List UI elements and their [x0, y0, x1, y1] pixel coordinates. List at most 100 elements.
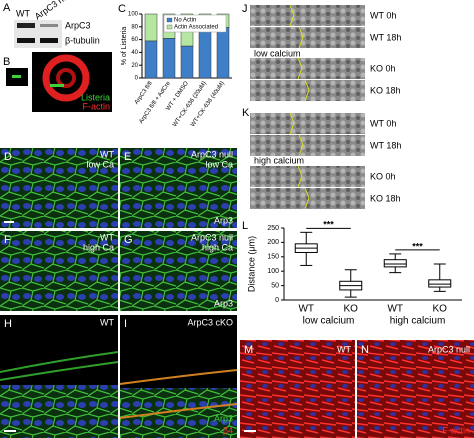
legend-box	[163, 14, 227, 33]
panel-letter: J	[242, 3, 248, 15]
scale-bar	[4, 221, 14, 223]
column-label: ArpC3 null	[33, 0, 73, 22]
label: ArpC3 cKO	[187, 317, 233, 327]
legend-label: Actin Associated	[174, 25, 218, 31]
y-tick-label: 100	[128, 12, 139, 18]
image-detail	[50, 84, 64, 87]
stain-label: Arp3	[214, 298, 233, 308]
image	[0, 385, 118, 438]
image	[250, 58, 365, 79]
label: ArpC3 null	[191, 232, 233, 242]
image	[250, 5, 365, 26]
legend-label: No Actin	[174, 18, 196, 24]
label: WT	[100, 232, 114, 242]
scale-bar	[244, 430, 256, 432]
blot-band	[17, 23, 35, 28]
panel-letter: D	[4, 151, 12, 163]
wound-edge	[304, 79, 310, 102]
panel-letter: F	[4, 234, 11, 246]
row-label: KO 0h	[370, 63, 396, 73]
y-tick-label: 200	[267, 239, 279, 246]
row-label: WT 0h	[370, 10, 396, 20]
bar-segment	[198, 29, 212, 79]
label: WT	[100, 317, 114, 327]
row-label: KO 18h	[370, 85, 401, 95]
panels-d-g: D WT low Ca E ArpC3 null low Ca Arp3 F W…	[0, 148, 237, 311]
condition-label: high calcium	[254, 155, 304, 165]
panel-letter: A	[3, 2, 11, 14]
image-detail	[0, 351, 119, 381]
x-tick-label: WT	[298, 304, 314, 315]
significance-label: ***	[323, 220, 334, 230]
group-label: high calcium	[390, 316, 446, 327]
x-tick-label: KO	[344, 304, 359, 315]
wound-edge	[297, 57, 303, 80]
image	[120, 148, 237, 228]
significance-label: ***	[412, 241, 423, 251]
label: WT	[100, 149, 114, 159]
stain-label: β4	[223, 425, 233, 435]
band-label: ArpC3	[65, 20, 91, 30]
y-axis-label: % of Listeria	[121, 27, 128, 66]
panel-letter: N	[361, 344, 369, 356]
y-axis-label: Distance (μm)	[246, 236, 256, 292]
y-tick-label: 0	[135, 76, 139, 82]
label: ArpC3 null	[428, 344, 470, 354]
panel-letter: C	[118, 3, 126, 15]
row-label: KO 0h	[370, 171, 396, 181]
row-label: WT 0h	[370, 118, 396, 128]
image	[0, 148, 118, 228]
stain-label: Arp3	[214, 215, 233, 225]
image	[250, 135, 365, 156]
panels-j-k: J K low calcium high calcium	[242, 3, 304, 165]
panel-letter: G	[124, 234, 133, 246]
image	[120, 388, 237, 438]
band-label: β-tubulin	[65, 35, 100, 45]
image	[240, 340, 355, 438]
blot-band	[17, 38, 35, 43]
label: low Ca	[86, 159, 114, 169]
row-label: KO 18h	[370, 193, 401, 203]
wound-edge	[304, 187, 310, 210]
column-label: WT	[16, 8, 30, 18]
row-label: WT 18h	[370, 140, 401, 150]
y-tick-label: 150	[267, 254, 279, 261]
image	[250, 166, 365, 187]
label: WT	[337, 344, 351, 354]
blot-band	[40, 24, 58, 27]
bar-segment	[144, 40, 158, 79]
panels-m-n: M WT N ArpC3 null F-actin	[240, 340, 474, 438]
bar-segment	[216, 27, 230, 79]
stain-label: Arp3	[214, 413, 233, 423]
bar-segment	[144, 13, 158, 42]
panel-letter: M	[244, 344, 253, 356]
y-tick-label: 80	[131, 24, 138, 30]
panels-h-i: H WT I ArpC3 cKO Arp3 β4	[0, 315, 238, 438]
wound-edge	[289, 4, 295, 27]
label: high Ca	[83, 242, 114, 252]
image	[357, 340, 474, 438]
x-tick-label: WT+CK-636 (20uM)	[172, 81, 208, 129]
box	[383, 259, 407, 268]
panel-b: B Listeria F-actin	[3, 52, 112, 112]
image-detail	[12, 75, 21, 78]
label: high Ca	[202, 242, 233, 252]
legend-swatch	[166, 24, 173, 30]
x-tick-label: WT+CK-636 (40uM)	[190, 81, 226, 129]
stain-label: Listeria	[81, 92, 110, 102]
scale-bar	[4, 430, 16, 432]
panel-letter: E	[124, 151, 131, 163]
bar-segment	[162, 38, 176, 79]
wound-edge	[298, 26, 304, 49]
label: low Ca	[205, 159, 233, 169]
wound-edge	[298, 134, 304, 157]
y-tick-label: 100	[267, 268, 279, 275]
image-detail	[119, 369, 238, 419]
y-tick-label: 50	[271, 282, 279, 289]
panel-letter: K	[242, 107, 250, 119]
y-tick-label: 60	[131, 37, 138, 43]
y-tick-label: 0	[275, 297, 279, 304]
wound-edge	[289, 112, 295, 135]
condition-label: low calcium	[254, 48, 301, 58]
